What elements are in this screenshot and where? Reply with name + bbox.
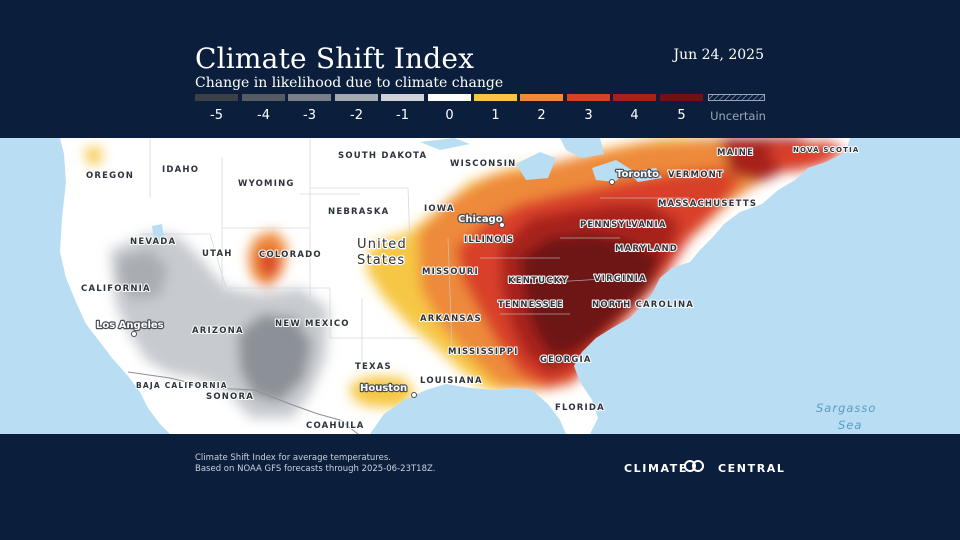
legend-swatch [428, 94, 471, 101]
label-missouri: MISSOURI [422, 267, 479, 277]
legend-swatch [288, 94, 331, 101]
label-new-mexico: NEW MEXICO [275, 319, 350, 329]
gray-region-dark [238, 314, 312, 402]
legend-label: -4 [257, 108, 270, 123]
brand-name: CLIMATE CENTRAL [624, 462, 786, 475]
label-tennessee: TENNESSEE [498, 300, 564, 310]
footer: Climate Shift Index for average temperat… [0, 434, 960, 540]
city-marker [499, 222, 505, 228]
label-nova-scotia: NOVA SCOTIA [793, 146, 860, 154]
anomaly-layer [84, 138, 846, 418]
legend-swatch [520, 94, 563, 101]
legend-label: -1 [396, 108, 409, 123]
label-nebraska: NEBRASKA [328, 207, 389, 217]
city-los-angeles: Los Angeles [96, 320, 164, 331]
header: Climate Shift Index Change in likelihood… [0, 0, 960, 138]
legend-swatch [335, 94, 378, 101]
label-nevada: NEVADA [130, 237, 176, 247]
label-arkansas: ARKANSAS [420, 314, 482, 324]
warm-region-5 [520, 234, 660, 356]
label-florida: FLORIDA [555, 403, 605, 413]
label-wyoming: WYOMING [238, 179, 295, 189]
country-label: United States [357, 237, 407, 268]
city-chicago: Chicago [458, 214, 503, 225]
label-idaho: IDAHO [162, 165, 199, 175]
legend-label: 1 [491, 108, 500, 123]
city-toronto: Toronto [616, 169, 659, 180]
warm-region-houston [350, 376, 416, 408]
legend-label: 5 [677, 108, 686, 123]
city-houston: Houston [360, 383, 407, 394]
great-lakes [152, 138, 662, 240]
label-massachusetts: MASSACHUSETTS [658, 199, 757, 209]
label-illinois: ILLINOIS [464, 235, 514, 245]
us-mexico-border [127, 371, 359, 434]
legend-label: 4 [630, 108, 639, 123]
label-maine: MAINE [717, 148, 754, 158]
label-utah: UTAH [202, 249, 233, 259]
warm-region-mountain [84, 146, 102, 166]
color-legend: -5 -4 -3 -2 -1 0 1 2 3 4 5 Uncertain [195, 94, 766, 124]
label-baja-california: BAJA CALIFORNIA [136, 381, 228, 390]
legend-swatch [660, 94, 703, 101]
brand-word: CLIMATE [624, 462, 688, 475]
footnote-line-2: Based on NOAA GFS forecasts through 2025… [195, 464, 436, 474]
label-arizona: ARIZONA [192, 326, 244, 336]
legend-swatch [242, 94, 285, 101]
legend-swatch [613, 94, 656, 101]
state-borders [140, 138, 690, 368]
page-title: Climate Shift Index [195, 42, 475, 75]
city-markers [131, 179, 615, 398]
legend-swatch [567, 94, 610, 101]
legend-label: -5 [210, 108, 223, 123]
legend-label: 3 [584, 108, 593, 123]
label-california: CALIFORNIA [81, 284, 151, 294]
legend-label: -2 [350, 108, 363, 123]
brand-word: CENTRAL [718, 462, 786, 475]
label-south-dakota: SOUTH DAKOTA [338, 151, 427, 161]
warm-region-novascotia [770, 142, 846, 172]
label-texas: TEXAS [355, 362, 392, 372]
label-iowa: IOWA [424, 204, 455, 214]
label-colorado: COLORADO [259, 250, 322, 260]
label-mississippi: MISSISSIPPI [448, 347, 519, 357]
footnote-line-1: Climate Shift Index for average temperat… [195, 453, 391, 463]
page-subtitle: Change in likelihood due to climate chan… [195, 75, 504, 91]
label-sonora: SONORA [206, 392, 254, 402]
label-georgia: GEORGIA [540, 355, 592, 365]
city-marker [609, 179, 615, 185]
label-coahuila: COAHUILA [306, 421, 365, 431]
label-north-carolina: NORTH CAROLINA [592, 300, 694, 310]
climate-shift-map: OREGON IDAHO WYOMING SOUTH DAKOTA WISCON… [0, 138, 960, 434]
label-pennsylvania: PENNSYLVANIA [580, 220, 667, 230]
gray-region-nevada [118, 250, 168, 300]
legend-swatch [474, 94, 517, 101]
legend-swatch [195, 94, 238, 101]
city-marker [131, 331, 137, 337]
brand-logo-icon [684, 460, 704, 472]
forecast-date: Jun 24, 2025 [673, 47, 764, 63]
warm-region-colorado-core [258, 248, 280, 278]
water-label: Sargasso Sea [816, 401, 876, 432]
label-wisconsin: WISCONSIN [450, 159, 516, 169]
label-louisiana: LOUISIANA [420, 376, 483, 386]
city-marker [411, 392, 417, 398]
label-maryland: MARYLAND [615, 244, 678, 254]
legend-label: 2 [537, 108, 546, 123]
brand-text: CLIMATE CENTRAL [624, 462, 786, 475]
label-virginia: VIRGINIA [594, 274, 647, 284]
label-vermont: VERMONT [668, 170, 724, 180]
legend-label-uncertain: Uncertain [710, 109, 766, 123]
label-oregon: OREGON [86, 171, 134, 181]
label-kentucky: KENTUCKY [508, 276, 569, 286]
legend-label: -3 [303, 108, 316, 123]
legend-label: 0 [445, 108, 454, 123]
legend-swatch [381, 94, 424, 101]
legend-swatch-uncertain [708, 94, 765, 101]
